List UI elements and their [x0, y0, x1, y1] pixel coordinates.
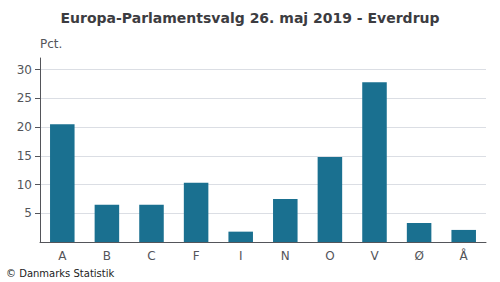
svg-text:O: O — [325, 249, 334, 263]
svg-text:C: C — [147, 249, 155, 263]
svg-text:Europa-Parlamentsvalg 26. maj: Europa-Parlamentsvalg 26. maj 2019 - Eve… — [60, 10, 439, 26]
svg-text:Pct.: Pct. — [40, 37, 62, 51]
svg-text:15: 15 — [17, 149, 32, 163]
svg-text:A: A — [58, 249, 67, 263]
svg-text:10: 10 — [17, 178, 32, 192]
svg-text:© Danmarks Statistik: © Danmarks Statistik — [6, 268, 115, 279]
svg-text:I: I — [239, 249, 243, 263]
svg-text:25: 25 — [17, 91, 32, 105]
svg-text:20: 20 — [17, 120, 32, 134]
svg-text:N: N — [281, 249, 290, 263]
svg-text:5: 5 — [24, 206, 32, 220]
svg-text:30: 30 — [17, 63, 32, 77]
svg-text:Ø: Ø — [414, 249, 423, 263]
svg-text:V: V — [370, 249, 379, 263]
svg-text:F: F — [193, 249, 200, 263]
svg-text:Å: Å — [460, 248, 469, 263]
svg-text:B: B — [103, 249, 111, 263]
